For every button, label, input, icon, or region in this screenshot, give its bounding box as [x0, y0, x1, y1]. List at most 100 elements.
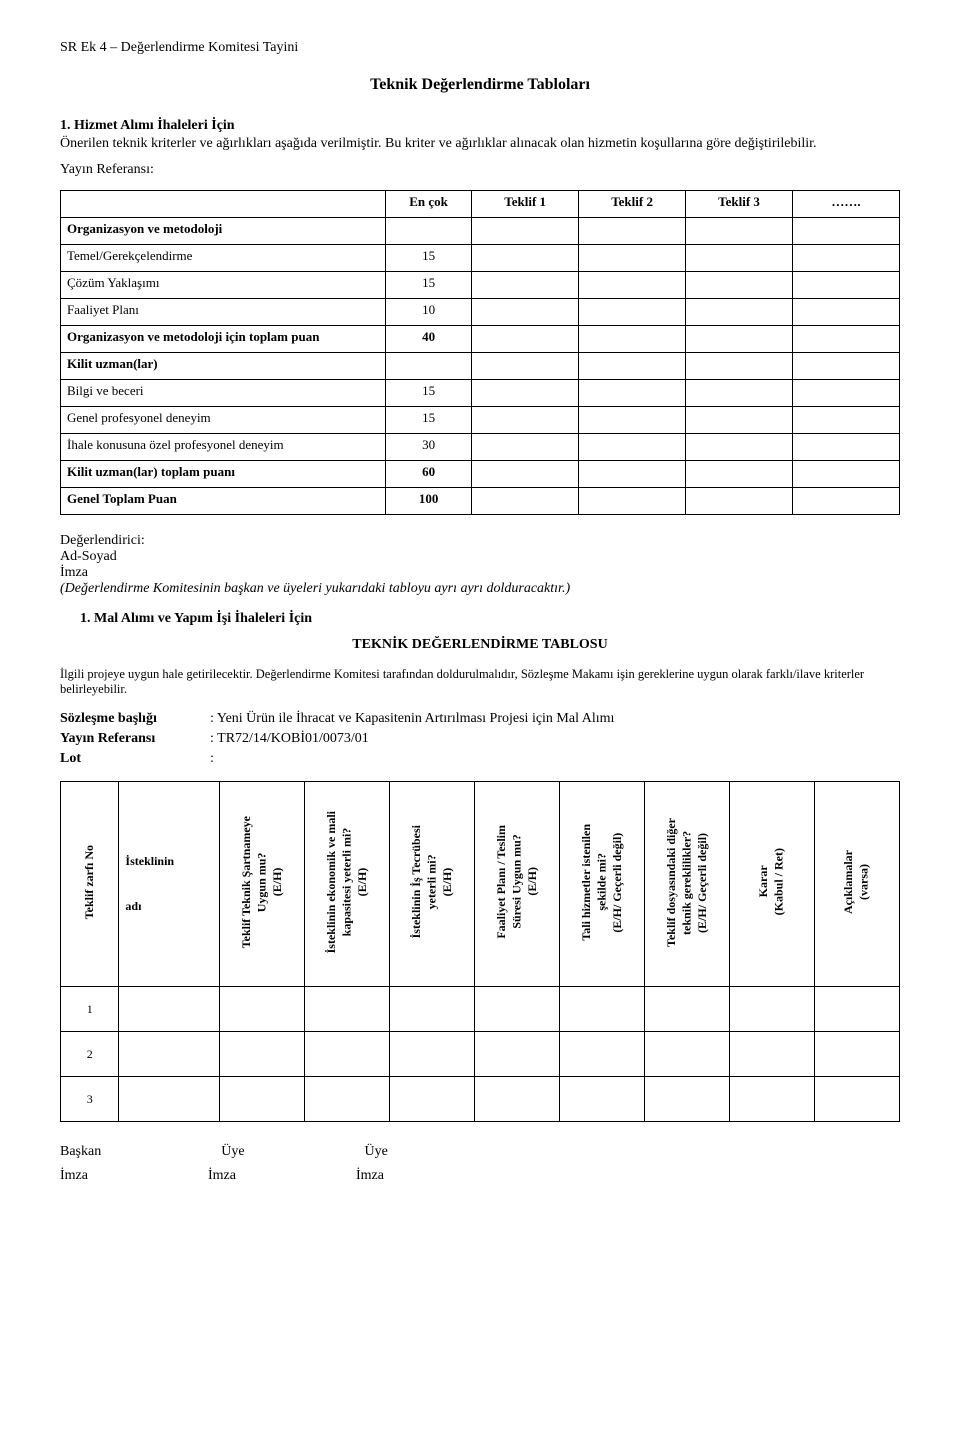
eval-row-blank [686, 245, 793, 272]
vertical-row-cell [305, 987, 390, 1032]
vertical-row: 2 [61, 1032, 900, 1077]
eval-row-value: 40 [386, 326, 472, 353]
eval-row: Organizasyon ve metodoloji [61, 218, 900, 245]
kv-label-lot: Lot [60, 751, 210, 767]
eval-row-blank [686, 461, 793, 488]
vh-adi: adı [121, 899, 217, 914]
eval-row-blank [472, 353, 579, 380]
eval-row-blank [472, 326, 579, 353]
vertical-row-cell [390, 1077, 475, 1122]
section1-paragraph: Önerilen teknik kriterler ve ağırlıkları… [60, 136, 900, 152]
eval-row-blank [579, 461, 686, 488]
vertical-row-number: 2 [61, 1032, 119, 1077]
eval-row-blank [792, 272, 899, 299]
evaluator-note: (Değerlendirme Komitesinin başkan ve üye… [60, 581, 900, 597]
kv-value-sozlesme: : Yeni Ürün ile İhracat ve Kapasitenin A… [210, 711, 900, 727]
vertical-eval-table: Teklif zarfı No İsteklinin adı Teklif Te… [60, 781, 900, 1122]
eval-row-blank [686, 488, 793, 515]
eval-row-label: Kilit uzman(lar) [61, 353, 386, 380]
eval-row-blank [686, 380, 793, 407]
eval-row-value: 15 [386, 245, 472, 272]
vertical-row-cell [475, 1032, 560, 1077]
eval-header-teklif1: Teklif 1 [472, 191, 579, 218]
eval-row-blank [472, 488, 579, 515]
eval-row-value: 15 [386, 380, 472, 407]
vertical-row-cell [645, 1032, 730, 1077]
vertical-row-number: 1 [61, 987, 119, 1032]
eval-row: Genel profesyonel deneyim15 [61, 407, 900, 434]
eval-row-blank [686, 326, 793, 353]
eval-row-blank [686, 407, 793, 434]
vertical-row-cell [645, 987, 730, 1032]
section1-heading: 1. Hizmet Alımı İhaleleri İçin [60, 118, 900, 134]
eval-row-label: Organizasyon ve metodoloji [61, 218, 386, 245]
evaluator-line1: Değerlendirici: [60, 533, 900, 549]
eval-row-value: 10 [386, 299, 472, 326]
vertical-row-cell [730, 1077, 815, 1122]
sign-imza2: İmza [208, 1168, 236, 1184]
eval-row-blank [579, 434, 686, 461]
vertical-row-cell [119, 1032, 220, 1077]
kv-value-lot: : [210, 751, 900, 767]
vertical-row-cell [119, 987, 220, 1032]
eval-row-label: Faaliyet Planı [61, 299, 386, 326]
vertical-row-cell [305, 1077, 390, 1122]
eval-row-value: 100 [386, 488, 472, 515]
eval-row-blank [579, 407, 686, 434]
eval-header-row: En çok Teklif 1 Teklif 2 Teklif 3 ……. [61, 191, 900, 218]
eval-row-blank [579, 380, 686, 407]
eval-row: Kilit uzman(lar) [61, 353, 900, 380]
vertical-row-cell [220, 1077, 305, 1122]
kv-row-yayin: Yayın Referansı : TR72/14/KOBİ01/0073/01 [60, 731, 900, 747]
eval-row-blank [579, 245, 686, 272]
vertical-row-cell [645, 1077, 730, 1122]
eval-header-blank [61, 191, 386, 218]
main-title: Teknik Değerlendirme Tabloları [60, 76, 900, 94]
eval-row: Bilgi ve beceri15 [61, 380, 900, 407]
section2-heading: 1. Mal Alımı ve Yapım İşi İhaleleri İçin [80, 611, 900, 627]
eval-header-more: ……. [792, 191, 899, 218]
eval-row-label: Kilit uzman(lar) toplam puanı [61, 461, 386, 488]
vertical-row-cell [119, 1077, 220, 1122]
eval-row-blank [792, 245, 899, 272]
eval-header-teklif3: Teklif 3 [686, 191, 793, 218]
eval-row-blank [579, 218, 686, 245]
vh-teknik-sartname: Teklif Teknik ŞartnameyeUygun mu?(E/H) [220, 782, 305, 987]
eval-row-blank [792, 488, 899, 515]
eval-row-blank [686, 272, 793, 299]
vertical-row-cell [814, 987, 899, 1032]
page-header: SR Ek 4 – Değerlendirme Komitesi Tayini [60, 40, 900, 56]
eval-row: Çözüm Yaklaşımı15 [61, 272, 900, 299]
eval-row-label: Organizasyon ve metodoloji için toplam p… [61, 326, 386, 353]
vertical-header-row: Teklif zarfı No İsteklinin adı Teklif Te… [61, 782, 900, 987]
eval-row-blank [579, 299, 686, 326]
sign-baskan: Başkan [60, 1144, 101, 1160]
eval-row: Faaliyet Planı10 [61, 299, 900, 326]
eval-row-label: Bilgi ve beceri [61, 380, 386, 407]
eval-row-blank [792, 326, 899, 353]
eval-row-label: İhale konusuna özel profesyonel deneyim [61, 434, 386, 461]
section2-paragraph: İlgili projeye uygun hale getirilecektir… [60, 667, 900, 697]
vertical-row-cell [814, 1032, 899, 1077]
eval-row-blank [792, 353, 899, 380]
eval-row-blank [792, 461, 899, 488]
vertical-row: 1 [61, 987, 900, 1032]
sign-imza3: İmza [356, 1168, 384, 1184]
vh-tali-hizmetler: Tali hizmetler istenilenşekilde mi?(E/H/… [560, 782, 645, 987]
eval-row-blank [686, 299, 793, 326]
vertical-row: 3 [61, 1077, 900, 1122]
vh-ekonomik-mali: İsteklinin ekonomik ve malikapasitesi ye… [305, 782, 390, 987]
vh-isteklinin-adi: İsteklinin adı [119, 782, 220, 987]
evaluator-line2: Ad-Soyad [60, 549, 900, 565]
eval-row-label: Genel profesyonel deneyim [61, 407, 386, 434]
vertical-row-cell [730, 987, 815, 1032]
eval-row-blank [686, 434, 793, 461]
vh-diger-gereklilikler: Teklif dosyasındaki diğerteknik gereklil… [645, 782, 730, 987]
eval-row-value: 60 [386, 461, 472, 488]
vh-faaliyet-plani: Faaliyet Planı / TeslimSüresi Uygun mu?(… [475, 782, 560, 987]
vertical-row-cell [220, 1032, 305, 1077]
kv-row-sozlesme: Sözleşme başlığı : Yeni Ürün ile İhracat… [60, 711, 900, 727]
eval-row-blank [579, 326, 686, 353]
eval-row-label: Genel Toplam Puan [61, 488, 386, 515]
eval-row-blank [792, 218, 899, 245]
